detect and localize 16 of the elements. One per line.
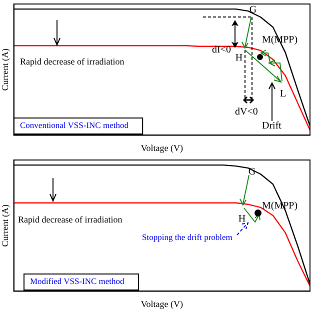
x-axis-title: Voltage (V) (140, 298, 183, 309)
annotation: Drift (262, 120, 282, 132)
x-axis-title: Voltage (V) (140, 142, 183, 153)
annotation: Rapid decrease of irradiation (18, 214, 123, 224)
annotation: Stopping the drift problem (142, 232, 233, 242)
y-axis-title: Current (A) (0, 204, 10, 247)
annotation: H (238, 214, 246, 225)
annotation: H (235, 52, 243, 64)
annotation: L (280, 88, 286, 100)
annotation: Conventional VSS-INC method (20, 120, 130, 130)
annotation: dI<0 (212, 44, 231, 56)
y-axis-title: Current (A) (0, 48, 10, 91)
annotation: G (249, 4, 257, 16)
annotation: dV<0 (235, 106, 258, 118)
annotation: Modified VSS-INC method (30, 276, 126, 286)
annotation: Rapid decrease of irradiation (20, 56, 125, 66)
